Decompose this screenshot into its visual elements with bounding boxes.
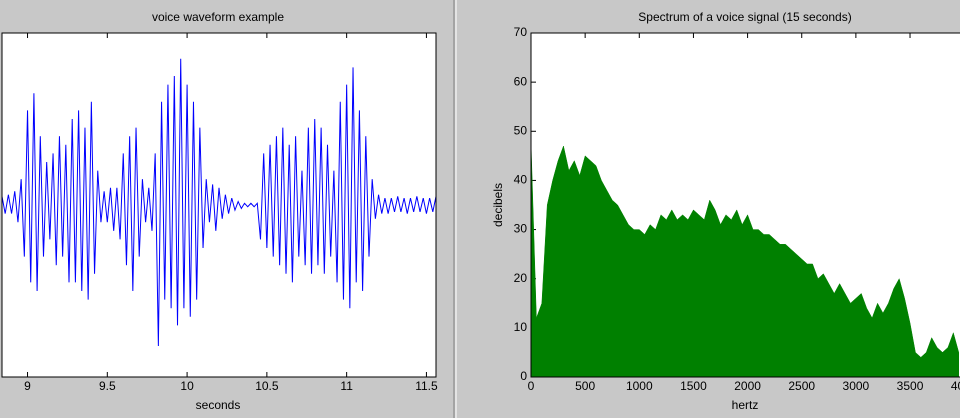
y-tick-label: 30 bbox=[514, 222, 528, 236]
chart-title: voice waveform example bbox=[152, 10, 284, 24]
x-tick-label: 1000 bbox=[626, 379, 653, 393]
plot-frame bbox=[1, 32, 437, 378]
chart-title: Spectrum of a voice signal (15 seconds) bbox=[638, 10, 851, 24]
waveform-line bbox=[1, 58, 437, 347]
spectrum-area bbox=[530, 141, 960, 378]
x-tick-label: 11 bbox=[340, 379, 353, 393]
plot-frame bbox=[530, 32, 960, 378]
x-tick-label: 2500 bbox=[788, 379, 815, 393]
x-axis-label: hertz bbox=[732, 398, 759, 412]
y-tick-label: 40 bbox=[514, 173, 528, 187]
x-tick-label: 10.5 bbox=[255, 379, 279, 393]
x-tick-label: 4000 bbox=[951, 379, 960, 393]
x-tick-label: 3500 bbox=[897, 379, 924, 393]
y-tick-label: 20 bbox=[514, 271, 528, 285]
x-axis-label: seconds bbox=[196, 398, 241, 412]
x-tick-label: 2000 bbox=[734, 379, 761, 393]
y-tick-label: 0 bbox=[520, 369, 527, 383]
x-tick-label: 9.5 bbox=[99, 379, 116, 393]
y-tick-label: 50 bbox=[514, 123, 528, 137]
x-tick-label: 1500 bbox=[680, 379, 707, 393]
x-tick-label: 3000 bbox=[843, 379, 870, 393]
y-axis-label: decibels bbox=[491, 183, 505, 227]
x-tick-label: 0 bbox=[528, 379, 535, 393]
x-tick-label: 500 bbox=[575, 379, 595, 393]
y-tick-label: 10 bbox=[514, 320, 528, 334]
x-tick-label: 9 bbox=[24, 379, 31, 393]
y-tick-label: 70 bbox=[514, 25, 528, 39]
x-tick-label: 10 bbox=[180, 379, 194, 393]
y-tick-label: 60 bbox=[514, 74, 528, 88]
x-tick-label: 11.5 bbox=[415, 379, 438, 393]
